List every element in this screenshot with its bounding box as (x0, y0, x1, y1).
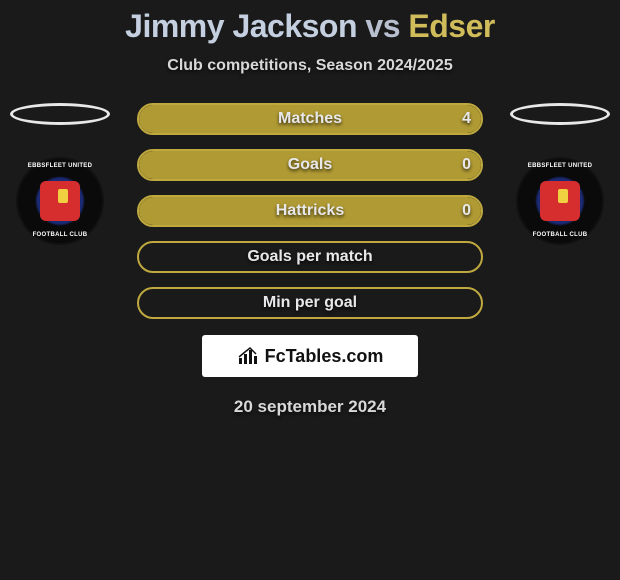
player2-name: Edser (408, 8, 494, 44)
stat-bar-fill (139, 105, 481, 133)
attribution-badge: FcTables.com (202, 335, 418, 377)
stat-row: Matches4 (137, 103, 483, 135)
attribution-text: FcTables.com (265, 346, 384, 367)
date-text: 20 september 2024 (0, 397, 620, 417)
stat-value-right: 0 (462, 156, 471, 174)
stat-value-right: 0 (462, 202, 471, 220)
fctables-logo-icon (237, 346, 261, 366)
stat-value-right: 4 (462, 110, 471, 128)
comparison-section: EBBSFLEET UNITED FOOTBALL CLUB EBBSFLEET… (0, 103, 620, 319)
player1-name: Jimmy Jackson (125, 8, 357, 44)
subtitle: Club competitions, Season 2024/2025 (0, 57, 620, 75)
stat-bar-fill (139, 151, 481, 179)
player2-column: EBBSFLEET UNITED FOOTBALL CLUB (510, 103, 610, 245)
stat-row: Goals per match (137, 241, 483, 273)
club-name-top: EBBSFLEET UNITED (518, 163, 602, 169)
stat-bar-track (137, 103, 483, 135)
comparison-infographic: Jimmy Jackson vs Edser Club competitions… (0, 0, 620, 417)
club-name-bottom: FOOTBALL CLUB (18, 232, 102, 238)
player1-column: EBBSFLEET UNITED FOOTBALL CLUB (10, 103, 110, 245)
stat-bars: Matches4 Goals0 Hattricks0 Goals per match M… (137, 103, 483, 319)
stat-bar-track (137, 287, 483, 319)
stat-bar-track (137, 149, 483, 181)
player1-avatar-placeholder (10, 103, 110, 125)
player1-club-badge: EBBSFLEET UNITED FOOTBALL CLUB (16, 157, 104, 245)
player2-avatar-placeholder (510, 103, 610, 125)
club-name-bottom: FOOTBALL CLUB (518, 232, 602, 238)
stat-bar-track (137, 241, 483, 273)
player2-club-badge: EBBSFLEET UNITED FOOTBALL CLUB (516, 157, 604, 245)
stat-row: Min per goal (137, 287, 483, 319)
club-name-top: EBBSFLEET UNITED (18, 163, 102, 169)
stat-row: Hattricks0 (137, 195, 483, 227)
vs-text: vs (365, 8, 400, 44)
stat-bar-track (137, 195, 483, 227)
stat-bar-fill (139, 197, 481, 225)
stat-row: Goals0 (137, 149, 483, 181)
page-title: Jimmy Jackson vs Edser (0, 8, 620, 45)
